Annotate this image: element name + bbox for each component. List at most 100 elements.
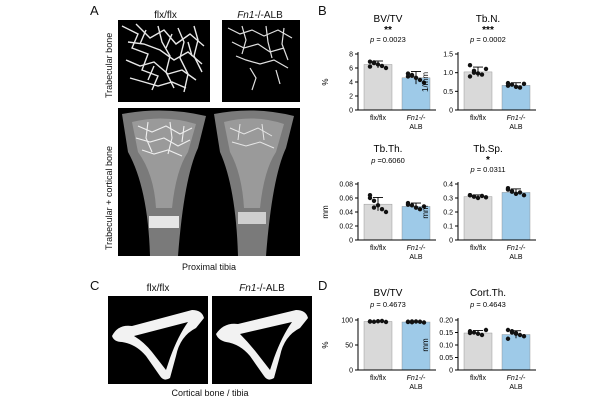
data-point	[513, 84, 519, 90]
data-point	[409, 203, 415, 208]
cortical-image-flx	[108, 296, 208, 384]
y-tick-label: 0	[349, 238, 353, 245]
data-point	[421, 80, 427, 85]
y-tick-label: 0	[349, 108, 353, 115]
x-tick-label: flx/flx	[470, 115, 486, 122]
x-tick-label: flx/flx	[370, 115, 386, 122]
y-tick-label: 4	[349, 80, 353, 87]
y-tick-label: 0.20	[439, 318, 453, 325]
y-tick-label: 0.5	[443, 89, 453, 96]
panel-c-letter: C	[90, 278, 100, 293]
p-value-label: p = 0.4643	[469, 300, 506, 309]
data-point	[405, 74, 411, 79]
data-point	[521, 193, 527, 198]
data-point	[383, 319, 389, 325]
cortical-image-ko	[212, 296, 312, 384]
p-value-label: p =0.6060	[370, 156, 405, 165]
data-point	[521, 81, 527, 87]
chart-b-tbn: Tb.N.***p = 0.0002 0 0.5 1.0 1.5 1/mm flx/flx F…	[421, 14, 536, 131]
panel-a-caption: Proximal tibia	[181, 262, 237, 272]
x-tick-label: Fn1-/-	[407, 115, 426, 122]
data-point	[509, 82, 515, 87]
y-tick-label: 6	[349, 66, 353, 73]
data-point	[409, 72, 415, 78]
y-tick-label: 0.4	[443, 182, 453, 189]
bar-1	[501, 85, 531, 111]
data-point	[375, 62, 381, 67]
y-tick-label: 0.2	[443, 210, 453, 217]
x-tick-label: flx/flx	[470, 375, 486, 382]
x-tick-label: Fn1-/-	[407, 245, 426, 252]
data-point	[405, 202, 411, 207]
x-tick-label: flx/flx	[370, 245, 386, 252]
tibia-image-ko	[208, 108, 300, 256]
y-tick-label: 0	[349, 368, 353, 375]
bar-1	[401, 206, 431, 241]
x-tick-label: Fn1-/-	[507, 375, 526, 382]
panel-a-col1-title: flx/flx	[154, 10, 177, 21]
data-point	[517, 332, 523, 338]
y-tick-label: 1.0	[443, 70, 453, 77]
data-point	[379, 318, 385, 324]
panel-c-col2-title: Fn1-/-ALB	[239, 283, 285, 294]
data-point	[417, 319, 423, 324]
y-tick-label: 0.02	[339, 224, 353, 231]
data-point	[475, 331, 481, 336]
bar-1	[401, 321, 431, 371]
data-point	[483, 66, 489, 72]
y-axis-label: mm	[421, 338, 430, 352]
chart-d-bvtv: BV/TVp = 0.4673 0 50 100% flx/flx Fn1-/- ALB	[321, 288, 436, 391]
y-tick-label: 8	[349, 52, 353, 59]
data-point	[471, 70, 477, 75]
chart-b-bvtv: BV/TV**p = 0.0023 0 2 4 6 8% flx/flx Fn1-/- ALB	[321, 14, 436, 131]
data-point	[517, 85, 523, 90]
data-point	[467, 330, 473, 336]
data-point	[479, 332, 485, 338]
x-tick-label: ALB	[409, 254, 423, 261]
p-value-label: p = 0.0311	[469, 165, 505, 174]
data-point	[371, 205, 377, 210]
data-point	[483, 327, 489, 333]
x-tick-label: ALB	[509, 124, 523, 131]
y-tick-label: 1.5	[443, 52, 453, 59]
data-point	[409, 319, 415, 324]
data-point	[479, 72, 485, 77]
tibia-image-flx	[118, 108, 210, 256]
y-axis-label: mm	[321, 205, 330, 219]
panel-c-caption: Cortical bone / tibia	[171, 388, 249, 398]
data-point	[413, 319, 419, 324]
panel-a-letter: A	[90, 3, 99, 18]
panel-c-col1-title: flx/flx	[146, 283, 170, 294]
data-point	[367, 59, 373, 64]
data-point	[509, 189, 515, 194]
data-point	[505, 327, 511, 333]
data-point	[375, 203, 381, 208]
y-tick-label: 0.1	[443, 224, 453, 231]
panel-a-row2-label: Trabecular + cortical bone	[104, 146, 114, 250]
significance-stars: ***	[482, 25, 494, 36]
data-point	[483, 195, 489, 200]
data-point	[475, 195, 481, 201]
y-tick-label: 0.3	[443, 196, 453, 203]
x-tick-label: flx/flx	[370, 375, 386, 382]
p-value-label: p = 0.0023	[369, 35, 406, 44]
panel-b-letter: B	[318, 3, 327, 18]
data-point	[405, 319, 411, 324]
data-point	[367, 319, 373, 324]
chart-title: BV/TV	[374, 288, 403, 299]
y-tick-label: 0.08	[339, 182, 353, 189]
data-point	[505, 83, 511, 88]
significance-stars: *	[486, 155, 490, 166]
trabecular-image-ko	[222, 20, 300, 102]
data-point	[371, 198, 377, 203]
y-tick-label: 50	[345, 343, 353, 350]
data-point	[379, 63, 385, 69]
y-axis-label: 1/mm	[421, 72, 430, 92]
data-point	[417, 77, 423, 83]
x-tick-label: flx/flx	[470, 245, 486, 252]
x-tick-label: Fn1-/-	[507, 245, 526, 252]
data-point	[467, 74, 473, 79]
p-value-label: p = 0.4673	[369, 300, 406, 309]
data-point	[421, 204, 427, 209]
panel-a-col2-title: Fn1-/-ALB	[237, 10, 283, 21]
